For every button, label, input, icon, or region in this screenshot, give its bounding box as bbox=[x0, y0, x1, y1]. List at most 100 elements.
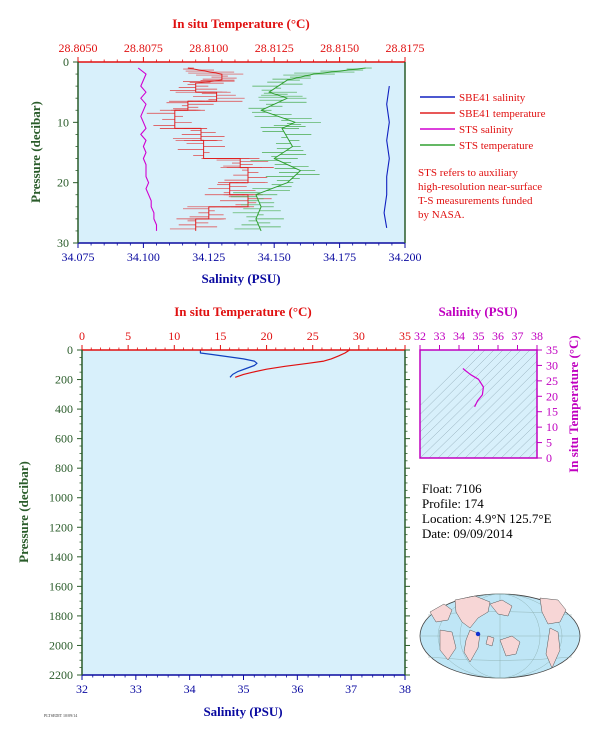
bottom-chart-left-tick-label-1800: 1800 bbox=[49, 609, 73, 623]
top-chart-left-tick-label-30: 30 bbox=[57, 236, 69, 250]
ts-series-t-s bbox=[462, 368, 484, 408]
top-chart-bottom-tick-label-34-175: 34.175 bbox=[323, 250, 356, 264]
ts-contour-line bbox=[518, 440, 537, 458]
ts-top-tick-label-33: 33 bbox=[434, 329, 446, 343]
bottom-chart-left-tick-label-1200: 1200 bbox=[49, 520, 73, 534]
top-series-sbe41-salinity bbox=[383, 86, 390, 228]
bottom-chart-left-tick-label-2200: 2200 bbox=[49, 668, 73, 682]
ts-contour-line bbox=[473, 396, 537, 458]
legend-note-line-3: T-S measurements funded bbox=[418, 195, 533, 207]
legend-label-sbe41-salinity: SBE41 salinity bbox=[459, 92, 526, 104]
ts-top-tick-label-32: 32 bbox=[414, 329, 426, 343]
ts-contour-line bbox=[420, 350, 513, 442]
legend-label-sbe41-temperature: SBE41 temperature bbox=[459, 108, 546, 120]
top-chart-bottom-tick-label-34-200: 34.200 bbox=[389, 250, 422, 264]
ts-contour-line bbox=[420, 350, 495, 424]
ts-top-tick-label-34: 34 bbox=[453, 329, 465, 343]
ts-contour-line bbox=[420, 350, 477, 406]
ts-right-tick-label-35: 35 bbox=[546, 343, 558, 357]
bottom-chart-left-tick-label-2000: 2000 bbox=[49, 638, 73, 652]
date: Date: 09/09/2014 bbox=[422, 526, 513, 541]
top-chart-top-tick-label-28-8100: 28.8100 bbox=[189, 41, 228, 55]
footer-code: PLTSEDIT 10/09/14 bbox=[44, 713, 77, 718]
world-map bbox=[419, 593, 581, 679]
bottom-chart-top-tick-label-30: 30 bbox=[353, 329, 365, 343]
top-chart-left-tick-label-10: 10 bbox=[57, 115, 69, 129]
top-chart-y-axis-label: Pressure (decibar) bbox=[28, 101, 43, 203]
legend-note-line-2: high-resolution near-surface bbox=[418, 181, 542, 193]
legend-label-sts-temperature: STS temperature bbox=[459, 140, 533, 152]
ts-density-contours bbox=[420, 350, 537, 458]
bottom-chart-top-tick-label-20: 20 bbox=[261, 329, 273, 343]
bottom-chart-bottom-tick-label-36: 36 bbox=[291, 682, 303, 696]
bottom-chart-top-tick-label-5: 5 bbox=[125, 329, 131, 343]
bottom-chart-left-tick-label-0: 0 bbox=[67, 343, 73, 357]
bottom-chart-left-tick-label-1600: 1600 bbox=[49, 579, 73, 593]
float-position-marker bbox=[475, 631, 481, 637]
ts-right-tick-label-20: 20 bbox=[546, 389, 558, 403]
legend-note-line-1: STS refers to auxiliary bbox=[418, 167, 518, 179]
ts-top-tick-label-36: 36 bbox=[492, 329, 504, 343]
bottom-chart-bottom-tick-label-32: 32 bbox=[76, 682, 88, 696]
bottom-chart-y-axis-label: Pressure (decibar) bbox=[16, 461, 31, 563]
top-axes-layer: 28.8050 28.8075 28.8100 28.8125 28.8150 28.81… bbox=[57, 41, 425, 264]
bottom-chart-top-tick-label-15: 15 bbox=[214, 329, 226, 343]
bottom-chart-bottom-tick-label-35: 35 bbox=[238, 682, 250, 696]
legend-label-sts-salinity: STS salinity bbox=[459, 124, 514, 136]
ts-right-tick-label-10: 10 bbox=[546, 420, 558, 434]
ts-contour-line bbox=[420, 350, 531, 458]
bottom-chart: 0 5 10 15 20 25 30 35 32 33 34 35 36 37 38 0 200 400 600 80… bbox=[16, 304, 411, 719]
ts-top-tick-label-35: 35 bbox=[473, 329, 485, 343]
bottom-chart-top-tick-label-10: 10 bbox=[168, 329, 180, 343]
top-chart: 28.8050 28.8075 28.8100 28.8125 28.8150 28.81… bbox=[28, 16, 425, 286]
bottom-chart-left-tick-label-200: 200 bbox=[55, 373, 73, 387]
float-info: Float: 7106 Profile: 174 Location: 4.9°N… bbox=[422, 481, 552, 541]
ts-contour-line bbox=[437, 360, 537, 458]
bottom-chart-top-axis-label: In situ Temperature (°C) bbox=[174, 304, 312, 319]
ts-contour-line bbox=[491, 414, 537, 458]
bottom-chart-left-tick-label-600: 600 bbox=[55, 432, 73, 446]
bottom-series-temperature bbox=[235, 349, 350, 378]
ts-right-tick-label-30: 30 bbox=[546, 358, 558, 372]
ts-contour-line bbox=[420, 350, 504, 433]
top-chart-top-tick-label-28-8075: 28.8075 bbox=[124, 41, 163, 55]
top-plot-area bbox=[77, 61, 406, 244]
bottom-plot-area bbox=[81, 349, 406, 676]
top-chart-top-tick-label-28-8050: 28.8050 bbox=[59, 41, 98, 55]
ts-top-axis-label: Salinity (PSU) bbox=[438, 304, 517, 319]
map-land bbox=[429, 595, 567, 669]
bottom-chart-left-tick-label-400: 400 bbox=[55, 402, 73, 416]
top-chart-bottom-tick-label-34-150: 34.150 bbox=[258, 250, 291, 264]
top-legend: SBE41 salinity SBE41 temperature STS sal… bbox=[418, 92, 546, 221]
bottom-chart-left-tick-label-800: 800 bbox=[55, 461, 73, 475]
bottom-series-salinity bbox=[199, 350, 258, 378]
ts-plot-area bbox=[420, 350, 537, 458]
ts-contour-line bbox=[464, 387, 537, 458]
top-chart-bottom-tick-label-34-075: 34.075 bbox=[62, 250, 95, 264]
ts-top-tick-label-37: 37 bbox=[512, 329, 524, 343]
bottom-axes-layer: 0 5 10 15 20 25 30 35 32 33 34 35 36 37 38 0 200 400 600 80… bbox=[49, 329, 411, 696]
ts-contour-line bbox=[509, 431, 537, 458]
top-chart-top-tick-label-28-8150: 28.8150 bbox=[320, 41, 359, 55]
ts-contour-line bbox=[446, 369, 537, 458]
top-chart-x-axis-label: Salinity (PSU) bbox=[201, 271, 280, 286]
ts-y-axis-label: In situ Temperature (°C) bbox=[566, 335, 581, 473]
ts-contour-line bbox=[500, 422, 537, 458]
top-chart-top-tick-label-28-8175: 28.8175 bbox=[386, 41, 425, 55]
bottom-chart-bottom-tick-label-34: 34 bbox=[184, 682, 196, 696]
bottom-series-layer bbox=[199, 349, 350, 378]
float-number: Float: 7106 bbox=[422, 481, 482, 496]
ts-top-tick-label-38: 38 bbox=[531, 329, 543, 343]
bottom-chart-bottom-tick-label-37: 37 bbox=[345, 682, 357, 696]
profile-number: Profile: 174 bbox=[422, 496, 484, 511]
ts-contour-line bbox=[420, 350, 486, 415]
ts-contour-line bbox=[527, 449, 537, 458]
ts-contour-line bbox=[455, 378, 537, 458]
top-series-sts-temperature-spikes bbox=[230, 67, 372, 230]
top-series-layer bbox=[137, 67, 390, 232]
ts-contour-line bbox=[420, 350, 522, 450]
ts-right-tick-label-15: 15 bbox=[546, 405, 558, 419]
